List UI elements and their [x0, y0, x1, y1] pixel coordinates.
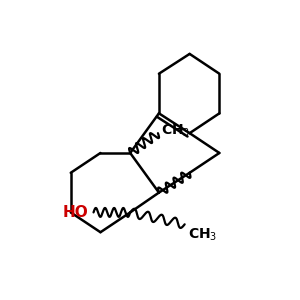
Text: CH$_3$: CH$_3$	[188, 226, 217, 243]
Text: HO: HO	[63, 205, 88, 220]
Text: CH$_3$: CH$_3$	[161, 123, 190, 140]
